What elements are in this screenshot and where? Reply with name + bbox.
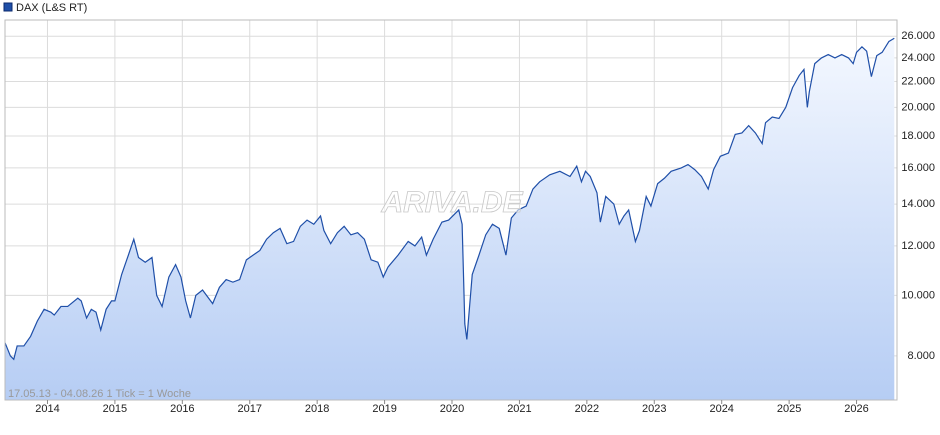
x-tick-label: 2015: [103, 403, 127, 415]
y-tick-label: 16.000: [901, 162, 935, 174]
x-tick-label: 2019: [372, 403, 396, 415]
x-tick-label: 2021: [507, 403, 531, 415]
plot: [4, 37, 895, 400]
x-tick-label: 2023: [642, 403, 666, 415]
x-tick-label: 2014: [35, 403, 59, 415]
y-tick-label: 26.000: [901, 30, 935, 42]
watermark: ARIVA.DE: [380, 186, 523, 219]
y-tick-label: 12.000: [901, 240, 935, 252]
x-tick-label: 2016: [170, 403, 194, 415]
x-tick-label: 2026: [844, 403, 868, 415]
x-tick-label: 2020: [440, 403, 464, 415]
plot-frame: [4, 19, 898, 401]
legend-swatch: [3, 2, 13, 12]
y-tick-label: 10.000: [901, 289, 935, 301]
x-tick-label: 2025: [777, 403, 801, 415]
legend-label: DAX (L&S RT): [16, 2, 87, 14]
x-tick-label: 2024: [709, 403, 733, 415]
x-tick-label: 2018: [305, 403, 329, 415]
x-tick-label: 2017: [238, 403, 262, 415]
y-tick-label: 24.000: [901, 52, 935, 64]
y-tick-label: 20.000: [901, 101, 935, 113]
y-tick-label: 18.000: [901, 130, 935, 142]
x-tick-label: 2022: [575, 403, 599, 415]
labels: 8.000 10.000 12.000 14.000 16.000 18.000 20.00…: [35, 30, 935, 415]
y-tick-label: 22.000: [901, 75, 935, 87]
y-tick-label: 14.000: [901, 198, 935, 210]
line: [4, 37, 895, 361]
range-note: 17.05.13 - 04.08.26 1 Tick = 1 Woche: [8, 388, 191, 400]
y-tick-label: 8.000: [907, 350, 935, 362]
